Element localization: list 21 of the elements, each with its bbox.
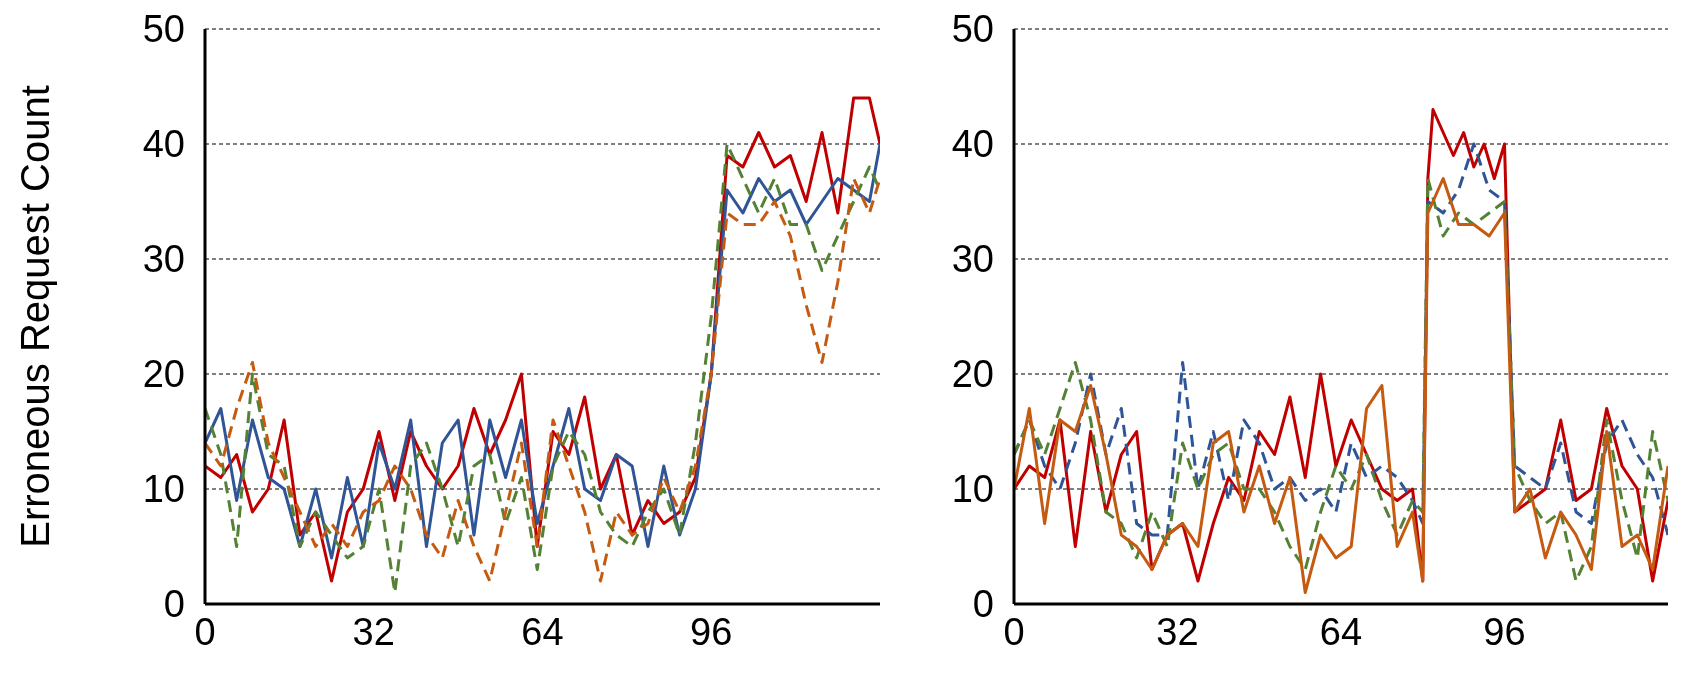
x-tick-label: 32: [1156, 610, 1199, 653]
y-tick-label: 30: [142, 238, 185, 281]
x-tick-label: 96: [690, 610, 733, 653]
x-tick-label: 32: [352, 610, 395, 653]
y-tick-label: 40: [142, 123, 185, 166]
x-tick-label: 0: [194, 610, 216, 653]
y-tick-label: 10: [951, 468, 994, 511]
y-tick-label: 50: [142, 8, 185, 51]
y-tick-label: 50: [951, 8, 994, 51]
x-tick-label: 64: [521, 610, 564, 653]
y-tick-label: 0: [163, 583, 185, 626]
x-tick-label: 64: [1319, 610, 1363, 653]
y-tick-label: 20: [142, 353, 185, 396]
x-tick-label: 0: [1003, 610, 1025, 653]
y-tick-label: 30: [951, 238, 994, 281]
y-tick-label: 0: [972, 583, 994, 626]
x-tick-label: 96: [1483, 610, 1526, 653]
y-tick-label: 20: [951, 353, 994, 396]
y-tick-label: 40: [951, 123, 994, 166]
y-axis-title: Erroneous Request Count: [13, 85, 58, 548]
y-tick-label: 10: [142, 468, 185, 511]
